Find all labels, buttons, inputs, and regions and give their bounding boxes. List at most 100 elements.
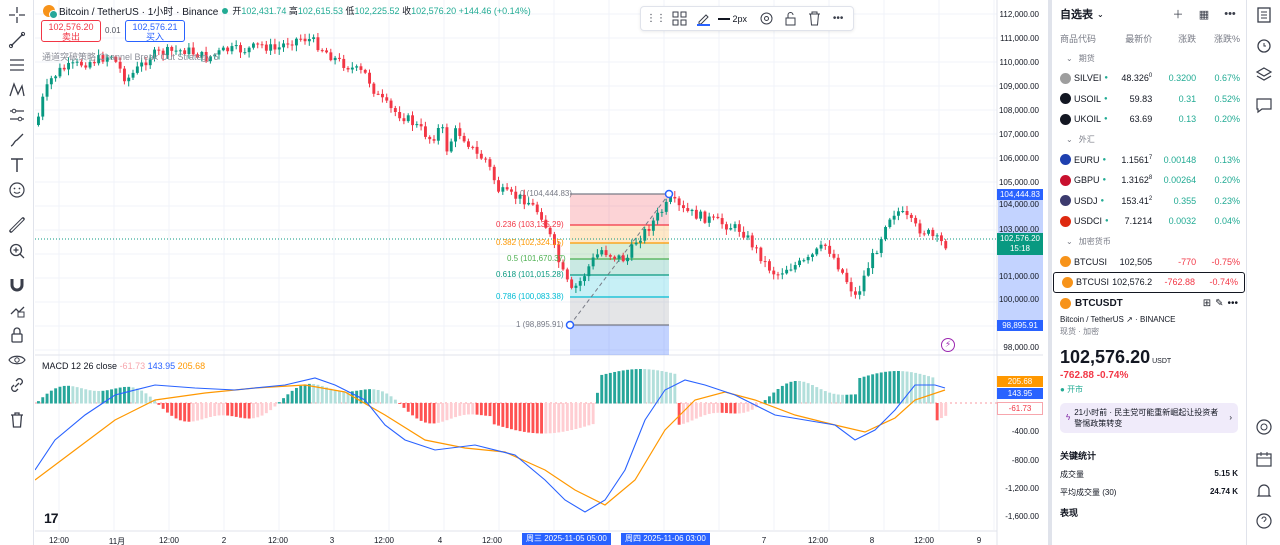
- add-symbol-icon[interactable]: ＋: [1172, 9, 1184, 21]
- forecast-icon[interactable]: [5, 104, 29, 126]
- target-icon[interactable]: [1255, 418, 1273, 436]
- macd-histogram-bar: [604, 373, 608, 404]
- news-item[interactable]: ϟ 21小时前 · 民主党可能重新崛起让投资者警惕政策转变 ›: [1060, 402, 1238, 433]
- settings-icon[interactable]: [757, 9, 777, 29]
- candle-body: [647, 228, 651, 231]
- watchlist-icon[interactable]: [1255, 6, 1273, 24]
- delete-icon[interactable]: [805, 9, 825, 29]
- watchlist-group[interactable]: ⌄ 加密货币: [1066, 237, 1111, 246]
- watchlist-group[interactable]: ⌄ 期货: [1066, 53, 1095, 63]
- macd-histogram-bar: [729, 403, 733, 414]
- edit-icon[interactable]: ✎: [1215, 298, 1224, 309]
- symbol-title[interactable]: Bitcoin / TetherUS · 1小时 · Binance: [59, 7, 219, 18]
- candle-body: [333, 57, 337, 61]
- calendar-icon[interactable]: [1255, 450, 1273, 468]
- watchlist-row[interactable]: BTCUSI●102,576.2-762.88-0.74%: [1053, 272, 1245, 293]
- brush-icon[interactable]: [5, 129, 29, 151]
- help-icon[interactable]: [1255, 512, 1273, 530]
- macd-histogram-bar: [768, 396, 771, 404]
- macd-histogram-bar: [135, 388, 139, 404]
- macd-histogram-bar: [153, 400, 156, 404]
- trash-icon[interactable]: [5, 409, 29, 431]
- candle-body: [643, 228, 647, 241]
- lock-icon[interactable]: [5, 324, 29, 346]
- fib-retracement-icon[interactable]: [5, 54, 29, 76]
- chart-canvas[interactable]: [35, 0, 1043, 545]
- macd-histogram-bar: [677, 403, 681, 425]
- column-header[interactable]: 涨跌%: [1214, 33, 1241, 44]
- layout-icon[interactable]: ▦: [1198, 8, 1210, 21]
- eye-icon[interactable]: [5, 349, 29, 371]
- line-color-icon[interactable]: [694, 9, 714, 29]
- chat-icon[interactable]: [1255, 96, 1273, 114]
- candle-body: [768, 261, 771, 271]
- alert-bolt-icon[interactable]: ⚡: [941, 338, 955, 352]
- crosshair-icon[interactable]: [5, 4, 29, 26]
- link-icon[interactable]: [5, 374, 29, 396]
- macd-histogram-bar: [565, 403, 569, 431]
- macd-legend[interactable]: MACD 12 26 close -61.73 143.95 205.68: [42, 361, 206, 371]
- magnet-icon[interactable]: [5, 274, 29, 296]
- watchlist-row[interactable]: SILVEI ● 48.3260 0.3200 0.67%: [1052, 68, 1246, 89]
- candle-body: [901, 210, 905, 212]
- watchlist-row[interactable]: BTCUSI●102,505-770-0.75%: [1052, 252, 1246, 273]
- drag-handle-icon[interactable]: ⋮⋮: [646, 13, 666, 24]
- macd-histogram-bar: [639, 369, 642, 404]
- watchlist-group[interactable]: ⌄ 外汇: [1066, 135, 1095, 144]
- watchlist-row[interactable]: USOIL ● 59.83 0.31 0.52%: [1052, 89, 1246, 110]
- candle-body: [92, 62, 96, 64]
- candle-body: [260, 44, 264, 46]
- strategy-label[interactable]: 通道突破策略 Channel Break Out Strategy 5: [42, 52, 219, 62]
- watchlist-row[interactable]: USDCI ● 7.1214 0.0032 0.04%: [1052, 211, 1246, 232]
- sell-button[interactable]: 102,576.20 卖出: [41, 20, 101, 42]
- lock-drawing-icon[interactable]: [5, 299, 29, 321]
- details-exchange[interactable]: BINANCE: [1139, 314, 1176, 324]
- line-width-selector[interactable]: 2px: [718, 14, 754, 24]
- tradingview-logo[interactable]: 17: [44, 510, 59, 526]
- more-icon[interactable]: •••: [1227, 298, 1238, 309]
- candle-body: [320, 50, 324, 52]
- emoji-icon[interactable]: [5, 179, 29, 201]
- macd-histogram-bar: [742, 403, 746, 413]
- watchlist-title[interactable]: 自选表: [1060, 9, 1093, 21]
- grid-icon[interactable]: ⊞: [1202, 298, 1212, 309]
- pattern-icon[interactable]: [5, 79, 29, 101]
- symbol-icon: [1062, 276, 1073, 288]
- details-symbol[interactable]: BTCUSDT: [1075, 298, 1123, 309]
- watchlist-row[interactable]: UKOIL ● 63.69 0.13 0.20%: [1052, 109, 1246, 130]
- template-icon[interactable]: [670, 9, 690, 29]
- chevron-down-icon[interactable]: ⌄: [1097, 9, 1104, 19]
- more-icon[interactable]: •••: [832, 13, 844, 24]
- text-icon[interactable]: [5, 154, 29, 176]
- candle-body: [548, 227, 552, 235]
- details-name[interactable]: Bitcoin / TetherUS: [1060, 314, 1124, 324]
- candle-body: [858, 291, 862, 295]
- column-header[interactable]: 商品代码: [1060, 33, 1097, 44]
- change-percent: 0.20%: [1214, 114, 1241, 125]
- watchlist-row[interactable]: GBPU ● 1.31628 0.00264 0.20%: [1052, 170, 1246, 191]
- performance-title: 表现: [1060, 507, 1079, 518]
- candle-body: [725, 224, 728, 230]
- trendline-icon[interactable]: [5, 29, 29, 51]
- candle-body: [62, 67, 66, 70]
- chart-area[interactable]: Bitcoin / TetherUS · 1小时 · Binance 开102,…: [35, 0, 1043, 545]
- alarm-clock-icon[interactable]: [1255, 36, 1273, 54]
- data-window-icon[interactable]: [1255, 66, 1273, 84]
- column-header[interactable]: 最新价: [1125, 33, 1153, 44]
- macd-histogram-bar: [591, 403, 595, 425]
- ruler-icon[interactable]: [5, 214, 29, 236]
- buy-button[interactable]: 102,576.21 买入: [125, 20, 185, 42]
- change: 0.0032: [1168, 216, 1197, 227]
- column-header[interactable]: 涨跌: [1178, 33, 1197, 44]
- bell-icon[interactable]: [1255, 482, 1273, 500]
- candle-body: [682, 205, 685, 209]
- zoom-in-icon[interactable]: [5, 240, 29, 262]
- watchlist-row[interactable]: USDJ ● 153.412 0.355 0.23%: [1052, 191, 1246, 212]
- more-icon[interactable]: •••: [1224, 8, 1236, 20]
- watchlist-row[interactable]: EURU ● 1.15617 0.00148 0.13%: [1052, 150, 1246, 171]
- candle-body: [277, 47, 281, 50]
- lock-icon[interactable]: [781, 9, 801, 29]
- candle-body: [312, 37, 316, 40]
- candle-body: [630, 244, 634, 258]
- candle-body: [37, 116, 40, 125]
